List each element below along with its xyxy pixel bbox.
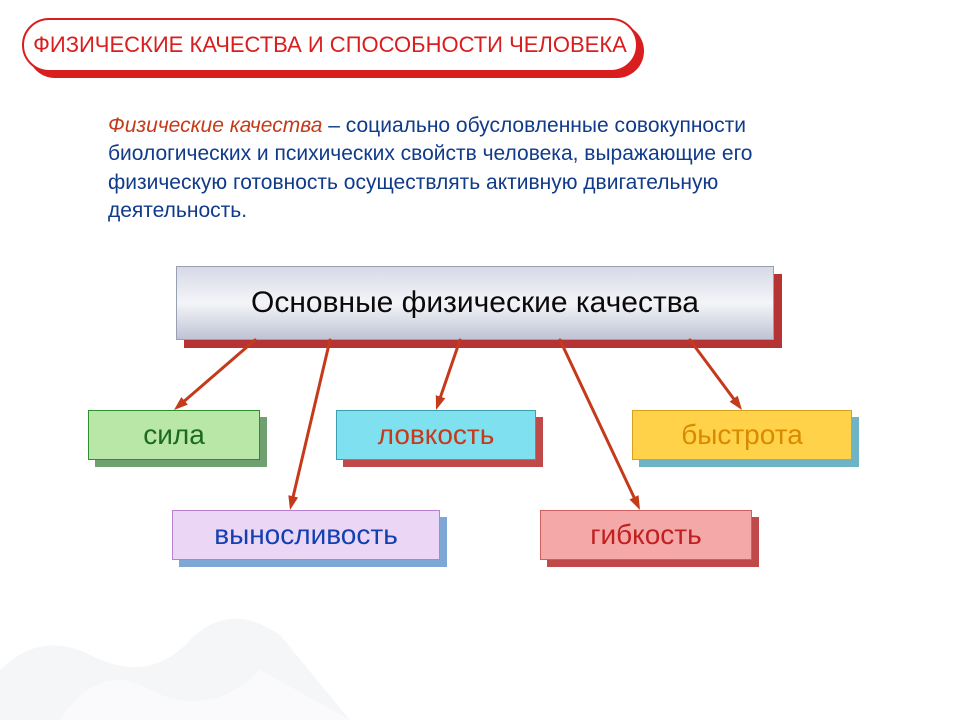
node-gibkost: гибкость [540,510,752,560]
slide-title-text: ФИЗИЧЕСКИЕ КАЧЕСТВА И СПОСОБНОСТИ ЧЕЛОВЕ… [33,32,627,58]
definition-text: Физические качества – социально обусловл… [108,112,848,225]
main-box-text: Основные физические качества [251,286,699,320]
node-label-lovkost: ловкость [378,419,495,451]
node-lovkost: ловкость [336,410,536,460]
decorative-silhouette [0,600,350,720]
node-label-sila: сила [143,419,205,451]
node-sila: сила [88,410,260,460]
definition-term: Физические качества [108,114,322,137]
slide-title: ФИЗИЧЕСКИЕ КАЧЕСТВА И СПОСОБНОСТИ ЧЕЛОВЕ… [22,18,638,72]
node-label-bystrota: быстрота [681,419,803,451]
node-label-vynoslivost: выносливость [214,519,398,551]
arrows-layer [0,0,960,720]
node-vynoslivost: выносливость [172,510,440,560]
node-label-gibkost: гибкость [590,519,701,551]
main-box: Основные физические качества [176,266,774,340]
node-bystrota: быстрота [632,410,852,460]
